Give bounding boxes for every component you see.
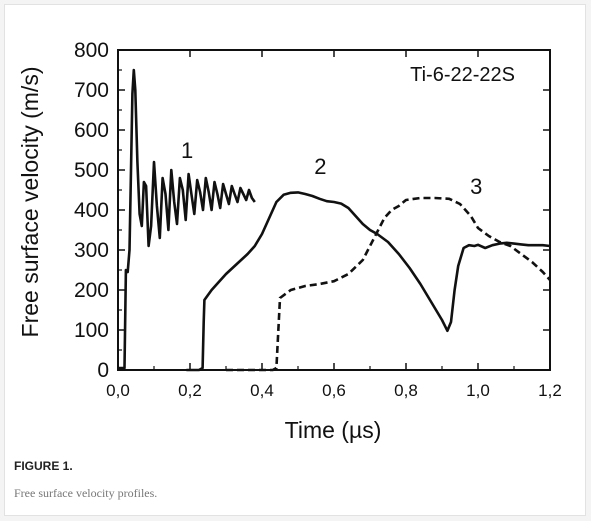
series-label-3: 3 bbox=[470, 174, 482, 199]
y-tick-label: 400 bbox=[74, 199, 109, 222]
labels-layer: 1 2 3 bbox=[181, 138, 482, 199]
figure-label: FIGURE 1. bbox=[14, 459, 73, 473]
x-tick-label: 1,0 bbox=[466, 381, 490, 400]
series-label-2: 2 bbox=[314, 154, 326, 179]
series-label-1: 1 bbox=[181, 138, 193, 163]
figure-caption: Free surface velocity profiles. bbox=[14, 486, 158, 500]
y-tick-label: 500 bbox=[74, 159, 109, 182]
plot-frame bbox=[117, 49, 551, 371]
series-line-3 bbox=[226, 196, 551, 372]
x-tick-label: 1,2 bbox=[538, 381, 562, 400]
x-axis-label: Time (µs) bbox=[285, 417, 382, 443]
x-tick-label: 0,2 bbox=[178, 381, 202, 400]
chart-title: Ti-6-22-22S bbox=[410, 64, 515, 86]
y-tick-label: 200 bbox=[74, 279, 109, 302]
y-tick-label: 600 bbox=[74, 119, 109, 142]
figure-card: 0,0 0,2 0,4 0,6 0,8 1,0 1,2 0 100 200 300 400 500 600… bbox=[4, 4, 586, 516]
x-tick-label: 0,0 bbox=[106, 381, 130, 400]
series-layer bbox=[118, 68, 551, 372]
y-axis-label: Free surface velocity (m/s) bbox=[17, 67, 43, 338]
x-tick-label: 0,8 bbox=[394, 381, 418, 400]
y-tick-label: 300 bbox=[74, 239, 109, 262]
y-tick-label: 100 bbox=[74, 319, 109, 342]
x-tick-label: 0,4 bbox=[250, 381, 274, 400]
series-line-2 bbox=[186, 191, 551, 372]
y-tick-label: 800 bbox=[74, 39, 109, 62]
y-tick-label: 0 bbox=[97, 359, 109, 382]
y-tick-label: 700 bbox=[74, 79, 109, 102]
series-line-1 bbox=[118, 68, 256, 370]
axes: 0,0 0,2 0,4 0,6 0,8 1,0 1,2 0 100 200 300 400 500 600… bbox=[74, 39, 562, 400]
chart-svg: 0,0 0,2 0,4 0,6 0,8 1,0 1,2 0 100 200 300 400 500 600… bbox=[17, 39, 562, 443]
x-tick-label: 0,6 bbox=[322, 381, 346, 400]
